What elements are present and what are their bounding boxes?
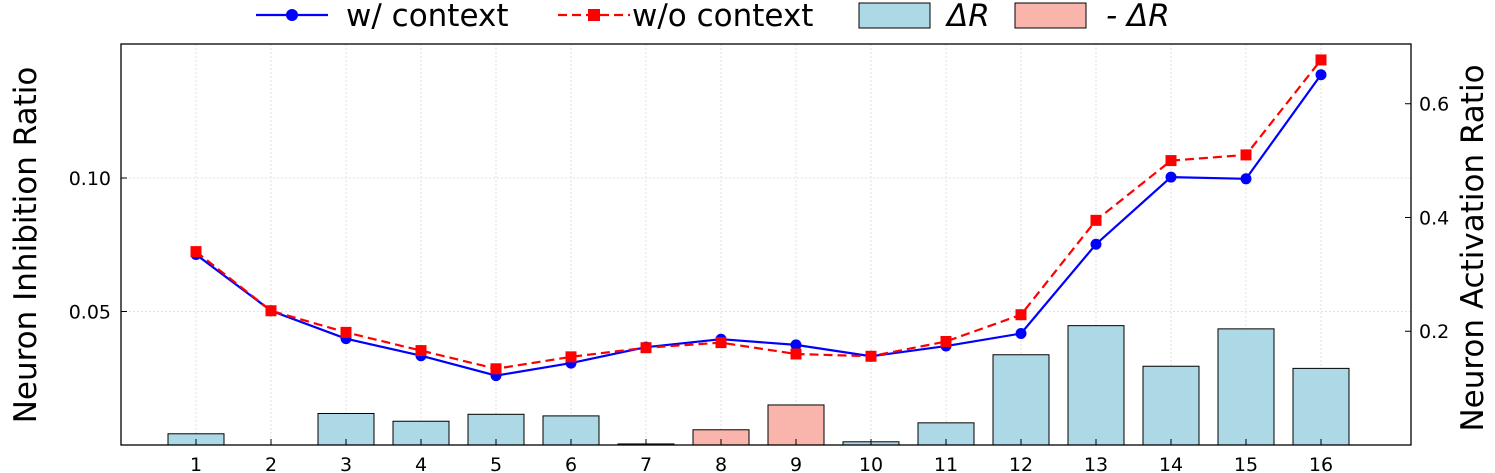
point-without-context [1165,155,1177,167]
legend-patch-negative-delta-r [1014,2,1087,29]
point-with-context [1315,69,1327,81]
right-y-tick-label: 0.2 [1419,321,1449,343]
x-tick-label: 14 [1159,454,1183,473]
bar-delta-r [1067,325,1125,446]
x-tick-label: 10 [859,454,883,473]
legend-label-without-context: w/o context [632,0,813,34]
x-tick-label: 5 [490,454,502,473]
right-y-tick-label: 0.6 [1419,94,1449,116]
bar-negative-delta-r [767,404,825,446]
x-tick-label: 13 [1084,454,1108,473]
point-without-context [265,305,277,317]
x-tick-label: 8 [715,454,727,473]
left-y-tick-label: 0.05 [69,302,111,324]
legend-patch-delta-r [858,2,931,29]
series-line-without-context [195,59,1322,370]
right-y-tick-label: 0.4 [1419,207,1449,229]
x-tick-label: 15 [1234,454,1258,473]
legend-marker-without-context [588,9,600,21]
point-without-context [340,326,352,338]
bar-delta-r [1292,367,1350,446]
left-axis-title: Neuron Inhibition Ratio [8,67,44,424]
bar-delta-r [1217,328,1275,446]
legend: w/ context w/o context ΔR - ΔR [256,0,1170,34]
bar-delta-r [1142,365,1200,446]
x-tick-label: 3 [340,454,352,473]
point-without-context [940,335,952,347]
point-without-context [790,348,802,360]
series-line-with-context [195,74,1322,377]
point-with-context [1015,328,1027,340]
point-without-context [190,246,202,258]
point-without-context [1015,309,1027,321]
series-lines [190,54,1327,382]
point-with-context [790,339,802,351]
right-axis-title: Neuron Activation Ratio [1455,64,1491,431]
point-without-context [865,350,877,362]
point-without-context [640,342,652,354]
legend-label-negative-delta-r: - ΔR [1106,0,1170,34]
x-tick-label: 16 [1309,454,1333,473]
x-tick-label: 4 [415,454,427,473]
x-tick-label: 12 [1009,454,1033,473]
legend-label-with-context: w/ context [346,0,509,34]
x-tick-label: 6 [565,454,577,473]
point-with-context [1165,171,1177,183]
legend-label-delta-r: ΔR [945,0,990,34]
legend-marker-with-context [286,9,298,21]
bars [167,325,1350,446]
ticks: 1 2 3 4 5 6 7 8 9 10 11 12 13 14 15 160.050.100.20.40.6 [69,94,1450,473]
point-without-context [1090,214,1102,226]
point-without-context [415,345,427,357]
point-with-context [1240,173,1252,185]
left-y-tick-label: 0.10 [69,168,111,190]
point-without-context [715,337,727,349]
point-without-context [1240,149,1252,161]
x-tick-label: 9 [790,454,802,473]
point-without-context [1315,54,1327,66]
x-tick-label: 7 [640,454,652,473]
plot-frame [120,43,1412,446]
x-tick-label: 11 [934,454,958,473]
x-tick-label: 2 [265,454,277,473]
point-without-context [490,363,502,375]
point-without-context [565,351,577,363]
x-tick-label: 1 [190,454,202,473]
point-with-context [1090,238,1102,250]
bar-delta-r [992,354,1050,446]
